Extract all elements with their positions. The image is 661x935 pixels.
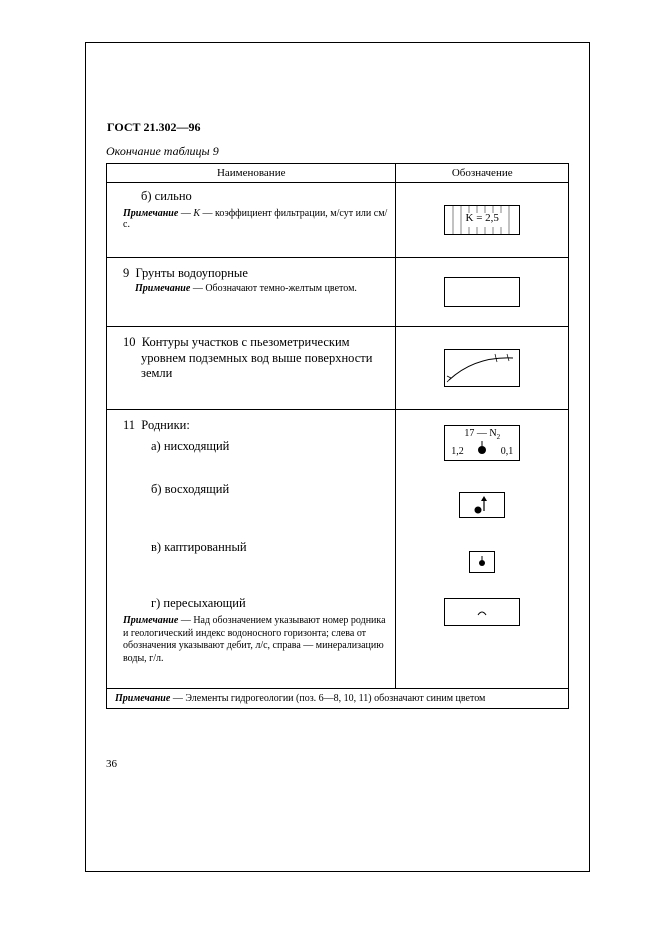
note-var: K: [193, 208, 200, 219]
spring-down-icon: [445, 426, 519, 460]
row4-c: в) каптированный: [151, 540, 387, 555]
symbol-box-r2: [444, 277, 520, 307]
note-text: Элементы гидрогеологии (поз. 6—8, 10, 11…: [185, 693, 485, 704]
curve-icon: [445, 350, 519, 386]
table-row: 10 Контуры участков с пьезометрическим у…: [107, 327, 569, 410]
page: ГОСТ 21.302—96 Окончание таблицы 9 Наиме…: [0, 0, 661, 935]
row4-b: б) восходящий: [151, 482, 387, 497]
table-row: в) каптированный: [107, 534, 569, 590]
row4-d: г) пересыхающий: [151, 596, 387, 611]
row4-num: 11: [123, 418, 135, 432]
table-row: б) восходящий: [107, 476, 569, 534]
note-label: Примечание: [123, 615, 178, 626]
header-name: Наименование: [107, 164, 396, 183]
symbol-box-r4c: [469, 551, 495, 573]
note-sep: —: [178, 615, 193, 626]
note-sep: —: [190, 283, 205, 294]
row3-title: Контуры участков с пьезометрическим уров…: [141, 335, 372, 380]
table-9: Наименование Обозначение б) сильно Приме…: [106, 163, 569, 709]
spring-dry-icon: [445, 599, 519, 625]
spring-captured-icon: [470, 552, 494, 572]
symbol-label-r1: K = 2,5: [445, 212, 519, 224]
symbol-box-r3: [444, 349, 520, 387]
table-row: Примечание — Элементы гидрогеологии (поз…: [107, 689, 569, 709]
note-sep: —: [178, 208, 193, 219]
note-text: Обозначают темно-желтым цветом.: [205, 283, 357, 294]
table-row: 9 Грунты водоупорные Примечание — Обозна…: [107, 258, 569, 327]
page-number: 36: [106, 758, 117, 770]
symbol-box-r4d: [444, 598, 520, 626]
row1-sub: б) сильно: [141, 189, 387, 204]
symbol-box-r1: K = 2,5: [444, 205, 520, 235]
spring-up-icon: [460, 493, 504, 517]
note-label: Примечание: [123, 208, 178, 219]
table-caption: Окончание таблицы 9: [106, 144, 219, 159]
row2-title: Грунты водоупорные: [136, 266, 248, 280]
doc-id: ГОСТ 21.302—96: [107, 120, 201, 135]
row4-a: а) нисходящий: [151, 439, 387, 454]
table-row: 11 Родники: а) нисходящий 17 — N2 1,2 0,…: [107, 410, 569, 477]
row3-num: 10: [123, 335, 136, 349]
table-row: б) сильно Примечание — K — коэффициент ф…: [107, 183, 569, 258]
row4-title: Родники:: [141, 418, 190, 432]
note-label: Примечание: [135, 283, 190, 294]
note-label: Примечание: [115, 693, 170, 704]
header-symbol: Обозначение: [396, 164, 569, 183]
symbol-box-r4a: 17 — N2 1,2 0,1: [444, 425, 520, 461]
symbol-box-r4b: [459, 492, 505, 518]
note-sep: —: [170, 693, 185, 704]
row2-num: 9: [123, 266, 129, 280]
table-row: г) пересыхающий Примечание — Над обознач…: [107, 590, 569, 689]
